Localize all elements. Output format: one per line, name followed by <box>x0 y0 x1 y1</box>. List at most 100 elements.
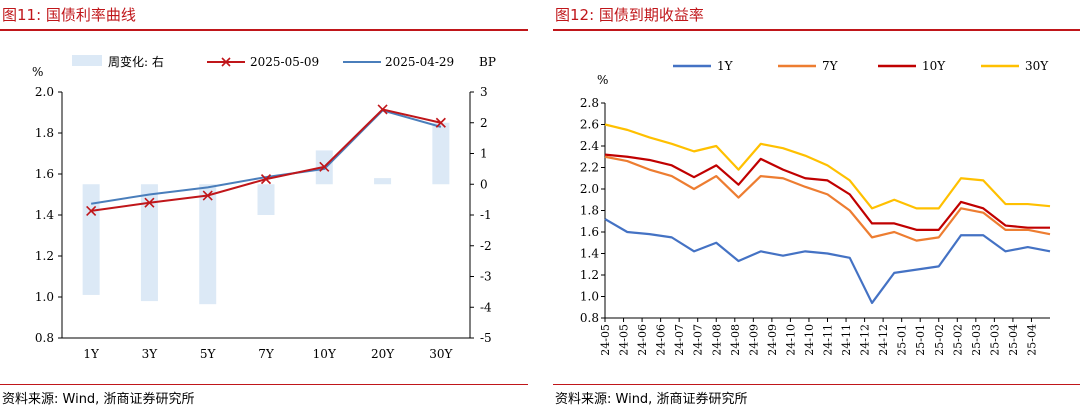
figure-title: 图12: 国债到期收益率 <box>555 6 704 24</box>
x-tick-label: 25-03 <box>970 324 983 356</box>
y-tick-label-left: 1.0 <box>35 290 54 304</box>
x-tick-label: 24-09 <box>747 324 760 356</box>
y-tick-label-right: -2 <box>480 239 492 253</box>
legend-marker-x <box>221 57 231 67</box>
source-divider <box>0 384 528 385</box>
x-tick-label: 24-10 <box>803 324 816 356</box>
x-tick-label: 20Y <box>371 347 395 361</box>
x-tick-label: 24-07 <box>673 324 686 356</box>
y-unit-right: BP <box>479 55 496 69</box>
y-unit-left: % <box>32 65 43 79</box>
x-tick-label: 24-05 <box>599 324 612 356</box>
marker-x-2025-05-09 <box>144 197 155 208</box>
source-note: 资料来源: Wind, 浙商证券研究所 <box>555 392 748 407</box>
y-tick-label: 2.0 <box>580 182 599 196</box>
x-tick-label: 25-01 <box>896 324 909 356</box>
x-tick-label: 24-11 <box>840 324 853 356</box>
x-tick-label: 7Y <box>258 347 275 361</box>
y-tick-label: 2.8 <box>580 96 599 110</box>
legend-label: 7Y <box>822 59 839 73</box>
marker-x-2025-05-09 <box>435 117 446 128</box>
x-tick-label: 24-11 <box>822 324 835 356</box>
bar-weekly-change <box>82 184 100 295</box>
y-tick-label-left: 1.2 <box>35 249 54 263</box>
y-tick-label-right: 1 <box>480 147 488 161</box>
y-tick-label: 2.2 <box>580 161 599 175</box>
x-tick-label: 24-10 <box>784 324 797 356</box>
y-tick-label-right: 3 <box>480 85 488 99</box>
y-tick-label-left: 1.8 <box>35 126 54 140</box>
y-tick-label: 2.6 <box>580 118 599 132</box>
panel-curve: 图11: 国债利率曲线 0.8 1.0 1.2 1.4 1.6 1.8 2.0 -5 -4 -3 -… <box>0 0 528 409</box>
line-7y <box>604 155 1051 242</box>
bar-weekly-change <box>257 184 275 215</box>
marker-x-2025-05-09 <box>319 161 330 172</box>
x-tick-label: 24-06 <box>636 324 649 356</box>
panel-yield: 图12: 国债到期收益率 0.8 1.0 1.2 1.4 1.6 1.8 2.0 2.2 2.4… <box>553 0 1080 409</box>
x-tick-label: 25-02 <box>933 324 946 356</box>
bar-weekly-change <box>199 184 217 305</box>
x-tick-label: 24-12 <box>859 324 872 356</box>
marker-x-2025-05-09 <box>377 104 388 115</box>
legend-label: 1Y <box>717 59 734 73</box>
y-tick-label-right: 0 <box>480 177 488 191</box>
x-tick-label: 24-09 <box>766 324 779 356</box>
y-tick-label-left: 1.4 <box>35 208 54 222</box>
x-tick-label: 24-12 <box>877 324 890 356</box>
legend-swatch-bar <box>72 55 102 66</box>
y-tick-label-right: -4 <box>480 300 492 314</box>
x-tick-label: 24-06 <box>655 324 668 356</box>
legend-label: 2025-04-29 <box>385 55 454 69</box>
y-tick-label: 1.2 <box>580 268 599 282</box>
legend-label: 10Y <box>922 59 946 73</box>
x-tick-label: 1Y <box>83 347 100 361</box>
y-tick-label: 2.4 <box>580 139 599 153</box>
yield-curve-chart: 0.8 1.0 1.2 1.4 1.6 1.8 2.0 -5 -4 -3 -2 -1 0 1 2 3% BP 1Y… <box>32 54 496 361</box>
source-divider <box>553 384 1080 385</box>
y-tick-label-right: -1 <box>480 208 492 222</box>
y-tick-label-right: 2 <box>480 116 488 130</box>
panel-title-bar: 图11: 国债利率曲线 <box>0 0 528 31</box>
y-tick-label: 0.8 <box>580 311 599 325</box>
legend-label: 2025-05-09 <box>250 55 319 69</box>
title-divider <box>553 29 1080 31</box>
bar-weekly-change <box>140 184 158 302</box>
x-tick-label: 3Y <box>142 347 159 361</box>
y-tick-label-right: -5 <box>480 331 492 345</box>
yield-timeseries-chart: 0.8 1.0 1.2 1.4 1.6 1.8 2.0 2.2 2.4 2.6 2.8% 24-05 2… <box>580 59 1051 356</box>
legend-label: 周变化: 右 <box>108 54 164 69</box>
bar-weekly-change <box>432 122 450 185</box>
x-tick-label: 24-08 <box>710 324 723 356</box>
x-tick-label: 24-05 <box>618 324 631 356</box>
x-tick-label: 25-01 <box>914 324 927 356</box>
x-tick-label: 24-07 <box>692 324 705 356</box>
y-unit: % <box>597 73 608 87</box>
x-tick-label: 25-03 <box>988 324 1001 356</box>
x-tick-label: 5Y <box>200 347 217 361</box>
panel-title-bar: 图12: 国债到期收益率 <box>553 0 1080 31</box>
marker-x-2025-05-09 <box>260 174 272 185</box>
y-tick-label-left: 2.0 <box>35 85 54 99</box>
y-tick-label-left: 0.8 <box>35 331 54 345</box>
marker-x-2025-05-09 <box>202 190 213 201</box>
x-tick-label: 24-08 <box>729 324 742 356</box>
x-tick-label: 25-02 <box>951 324 964 356</box>
x-tick-label: 30Y <box>429 347 453 361</box>
x-tick-label: 10Y <box>313 347 337 361</box>
title-divider <box>0 29 528 31</box>
x-tick-label: 25-04 <box>1025 324 1038 356</box>
line-30y <box>604 123 1051 210</box>
legend-label: 30Y <box>1025 59 1049 73</box>
source-note: 资料来源: Wind, 浙商证券研究所 <box>2 392 195 407</box>
x-tick-label: 25-04 <box>1007 324 1020 356</box>
y-tick-label-right: -3 <box>480 270 492 284</box>
y-tick-label: 1.8 <box>580 204 599 218</box>
line-1y <box>604 218 1051 305</box>
bar-weekly-change <box>374 178 392 185</box>
line-10y <box>604 153 1050 231</box>
y-tick-label-left: 1.6 <box>35 167 54 181</box>
y-tick-label: 1.6 <box>580 225 599 239</box>
marker-x-2025-05-09 <box>86 205 97 216</box>
figure-title: 图11: 国债利率曲线 <box>2 6 136 24</box>
y-tick-label: 1.4 <box>580 247 599 261</box>
